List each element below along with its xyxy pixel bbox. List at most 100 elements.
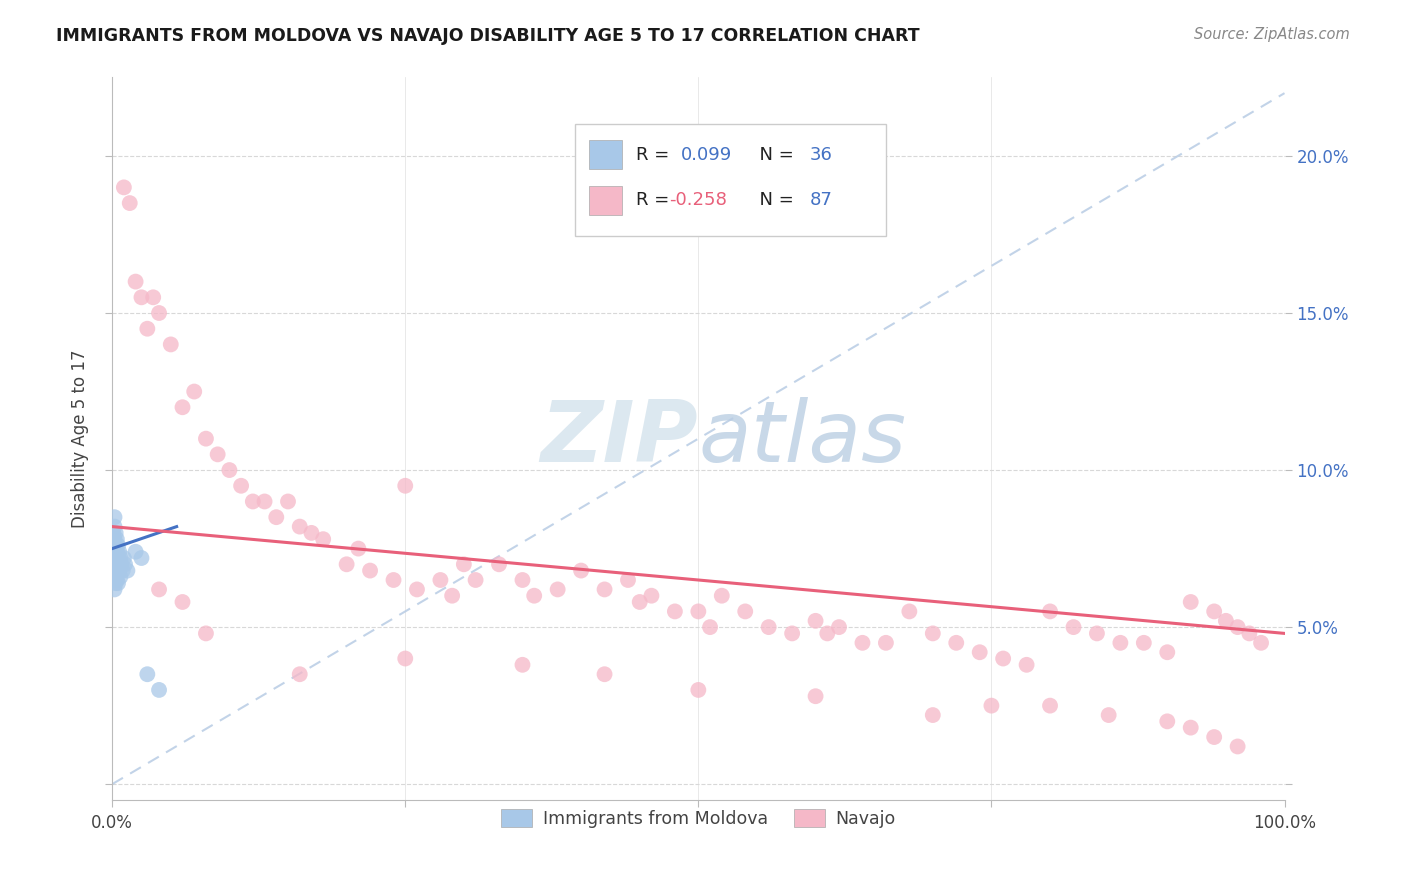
Point bbox=[382, 573, 405, 587]
Point bbox=[523, 589, 546, 603]
Point bbox=[394, 479, 416, 493]
Point bbox=[980, 698, 1002, 713]
Point bbox=[194, 432, 217, 446]
Point bbox=[688, 604, 710, 618]
Point bbox=[394, 651, 416, 665]
Point bbox=[1156, 714, 1178, 729]
Point bbox=[118, 196, 141, 211]
Point bbox=[148, 582, 170, 597]
Point bbox=[253, 494, 276, 508]
Point bbox=[108, 545, 131, 559]
Point bbox=[406, 582, 429, 597]
Point bbox=[1180, 721, 1202, 735]
Point bbox=[628, 595, 651, 609]
Point bbox=[1239, 626, 1261, 640]
Point bbox=[453, 558, 475, 572]
Point bbox=[104, 576, 127, 591]
Bar bbox=[589, 186, 621, 215]
Point bbox=[1039, 604, 1062, 618]
Point bbox=[758, 620, 780, 634]
Point bbox=[828, 620, 851, 634]
Point bbox=[359, 564, 381, 578]
Point bbox=[1085, 626, 1108, 640]
Point bbox=[103, 582, 125, 597]
Point bbox=[312, 532, 335, 546]
Point bbox=[347, 541, 370, 556]
Point bbox=[464, 573, 486, 587]
Point bbox=[512, 657, 534, 672]
Point bbox=[112, 180, 135, 194]
Point bbox=[110, 551, 132, 566]
Point bbox=[131, 551, 153, 566]
Point bbox=[288, 667, 311, 681]
Point bbox=[1156, 645, 1178, 659]
Point bbox=[640, 589, 662, 603]
Point bbox=[1015, 657, 1038, 672]
Text: 87: 87 bbox=[810, 191, 832, 210]
Point bbox=[898, 604, 921, 618]
Point bbox=[851, 636, 873, 650]
Point bbox=[107, 564, 129, 578]
Point bbox=[105, 532, 128, 546]
Point bbox=[1226, 620, 1249, 634]
Point bbox=[969, 645, 991, 659]
Point bbox=[172, 595, 194, 609]
Point bbox=[104, 538, 127, 552]
Point bbox=[172, 401, 194, 415]
Point bbox=[114, 558, 136, 572]
Point bbox=[1204, 730, 1226, 744]
Point bbox=[148, 682, 170, 697]
Point bbox=[124, 545, 146, 559]
Point bbox=[1109, 636, 1132, 650]
Point bbox=[218, 463, 240, 477]
Point bbox=[875, 636, 897, 650]
Point bbox=[105, 573, 128, 587]
Point bbox=[301, 525, 323, 540]
Point bbox=[1133, 636, 1156, 650]
Point bbox=[569, 564, 592, 578]
Point bbox=[103, 519, 125, 533]
Point bbox=[183, 384, 205, 399]
Point bbox=[1204, 604, 1226, 618]
Point bbox=[277, 494, 299, 508]
Point bbox=[991, 651, 1014, 665]
Point bbox=[112, 551, 135, 566]
Point bbox=[104, 551, 127, 566]
Point bbox=[266, 510, 288, 524]
Text: -0.258: -0.258 bbox=[669, 191, 727, 210]
Point bbox=[512, 573, 534, 587]
Point bbox=[242, 494, 264, 508]
Point bbox=[108, 564, 131, 578]
Y-axis label: Disability Age 5 to 17: Disability Age 5 to 17 bbox=[72, 350, 89, 528]
Point bbox=[159, 337, 181, 351]
Point bbox=[547, 582, 569, 597]
Point bbox=[131, 290, 153, 304]
Point bbox=[107, 576, 129, 591]
Point bbox=[103, 551, 125, 566]
Point bbox=[1226, 739, 1249, 754]
Text: ZIP: ZIP bbox=[541, 397, 699, 480]
Point bbox=[110, 558, 132, 572]
Point bbox=[1215, 614, 1237, 628]
Point bbox=[617, 573, 640, 587]
Point bbox=[429, 573, 451, 587]
Point bbox=[1098, 708, 1121, 723]
Point bbox=[194, 626, 217, 640]
Bar bbox=[589, 140, 621, 169]
Point bbox=[488, 558, 510, 572]
Point bbox=[105, 558, 128, 572]
Point bbox=[780, 626, 803, 640]
Point bbox=[136, 322, 159, 336]
Point bbox=[734, 604, 756, 618]
Point bbox=[148, 306, 170, 320]
Text: Source: ZipAtlas.com: Source: ZipAtlas.com bbox=[1194, 27, 1350, 42]
Point bbox=[804, 614, 827, 628]
Point bbox=[110, 570, 132, 584]
Point bbox=[441, 589, 464, 603]
Point bbox=[1039, 698, 1062, 713]
Point bbox=[104, 525, 127, 540]
Point bbox=[207, 447, 229, 461]
Point bbox=[664, 604, 686, 618]
Point bbox=[105, 545, 128, 559]
Point bbox=[229, 479, 252, 493]
